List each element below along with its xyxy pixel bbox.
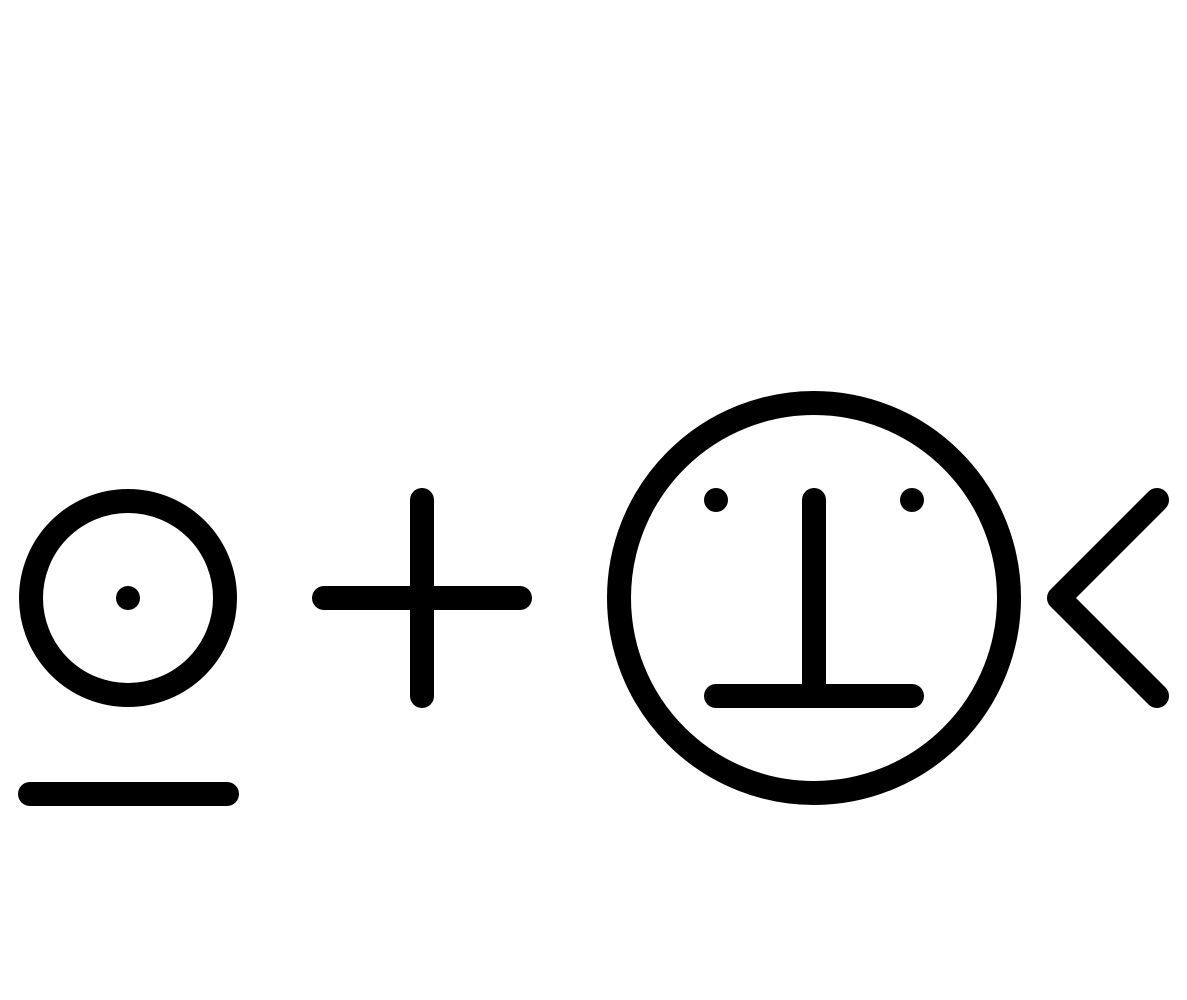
right-dot [900,488,924,512]
chevron-path [1047,488,1169,708]
circled-up-tack-face-icon [607,391,1021,805]
left-dot [704,488,728,512]
sun-ring [19,489,237,707]
sun-center-dot [116,586,140,610]
plus-icon [312,488,532,708]
less-than-icon [1047,488,1169,708]
sun-over-bar-icon [18,489,239,806]
outer-ring [607,391,1021,805]
